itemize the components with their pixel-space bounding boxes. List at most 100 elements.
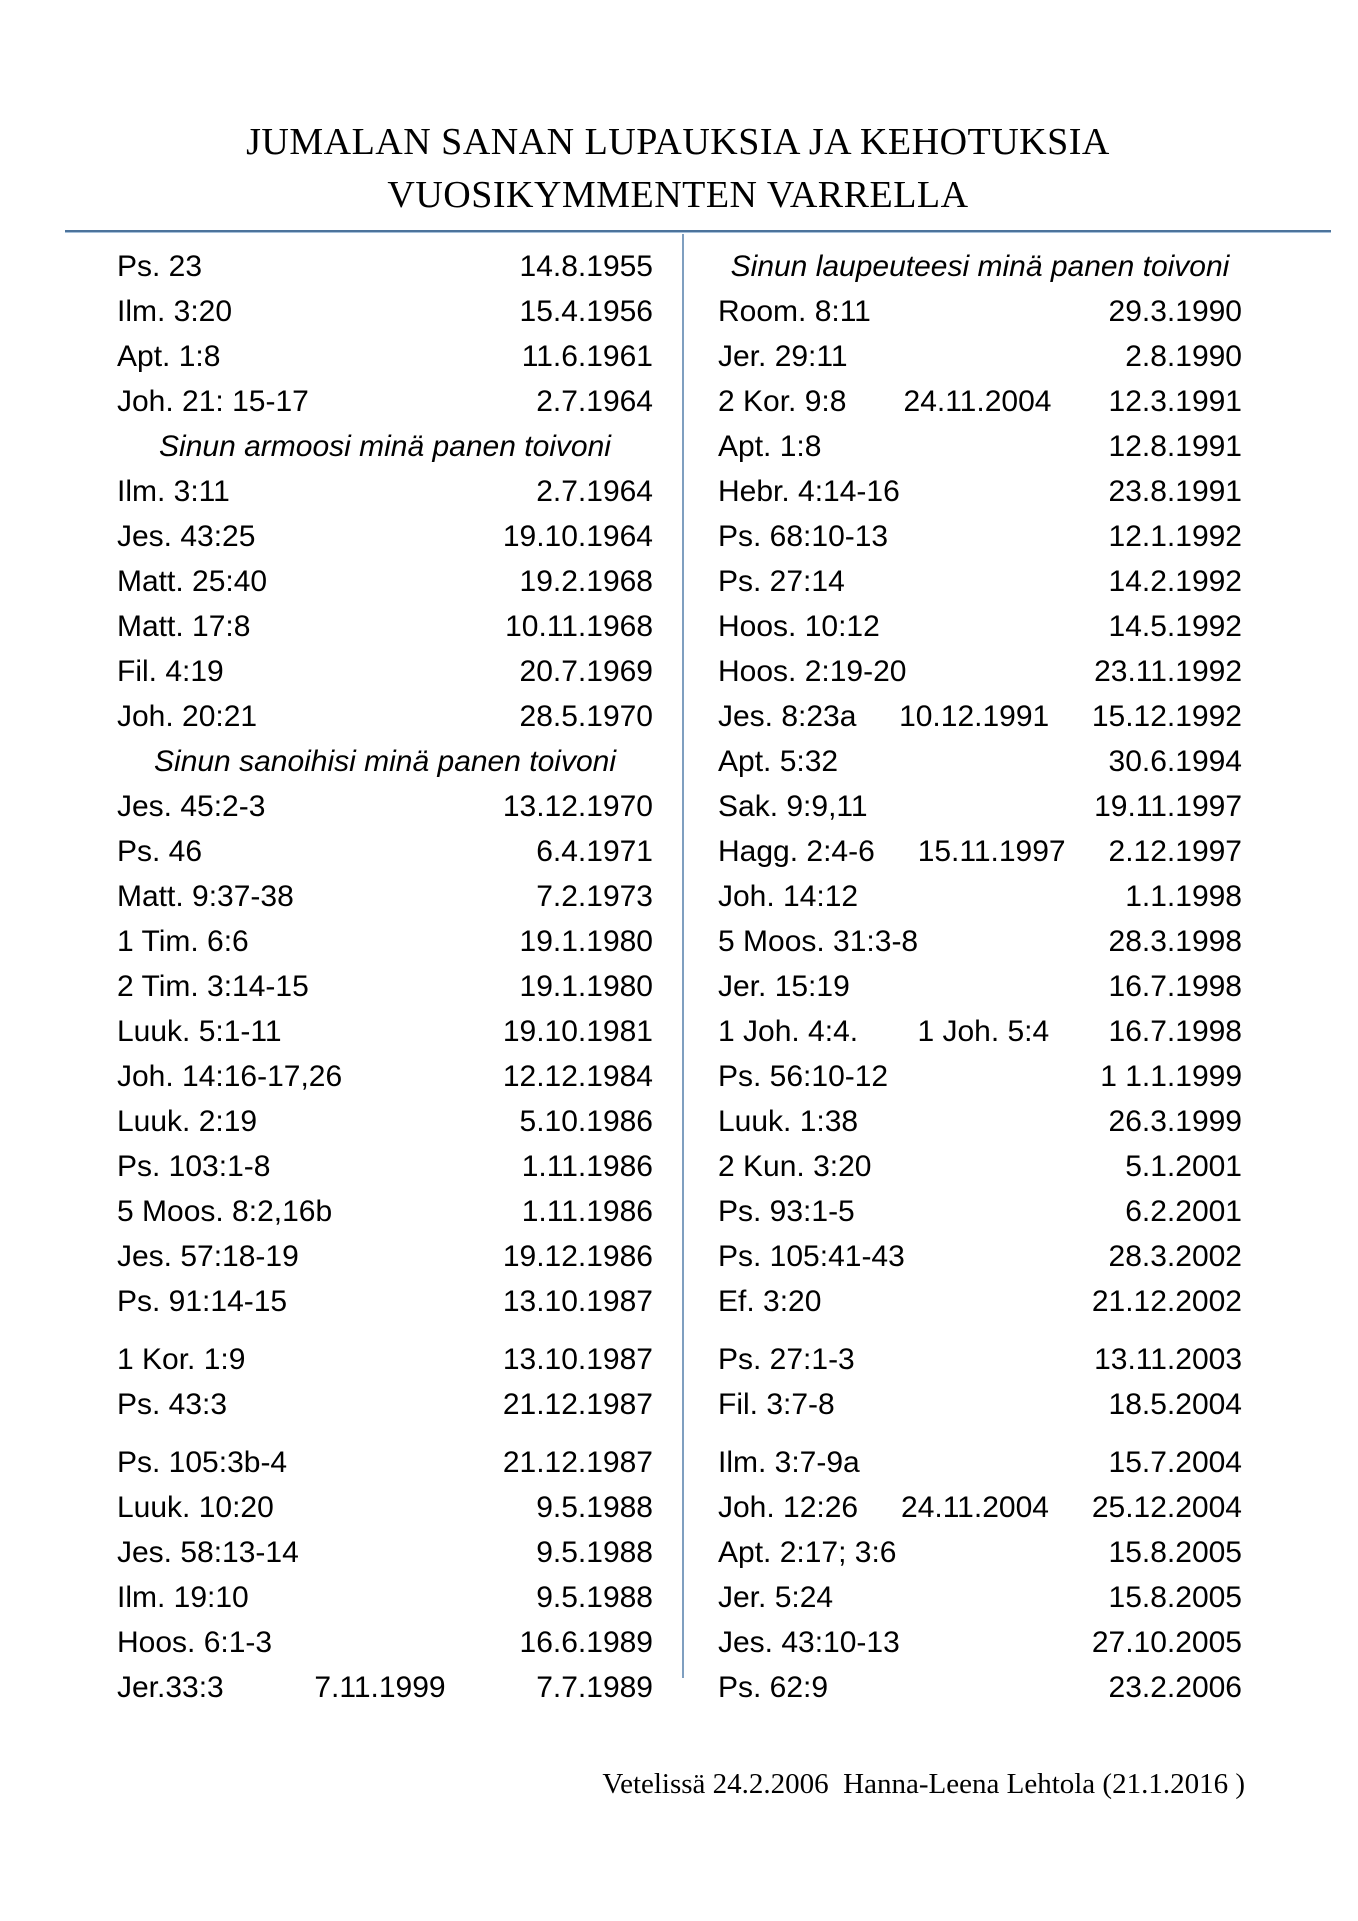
secondary-date	[821, 1279, 1091, 1324]
entry-date: 19.2.1968	[519, 565, 653, 598]
scripture-reference: Matt. 25:40	[117, 565, 268, 598]
entry-date: 13.11.2003	[1094, 1343, 1242, 1376]
entry-date: 16.6.1989	[519, 1626, 653, 1659]
secondary-date	[342, 1054, 503, 1099]
scripture-reference: 1 Joh. 4:4.	[718, 1015, 859, 1048]
secondary-date	[274, 1485, 536, 1530]
scripture-row: Ps. 93:1-5 6.2.2001	[718, 1189, 1242, 1234]
entry-date: 14.5.1992	[1108, 610, 1242, 643]
scripture-row: Joh. 14:12 1.1.1998	[718, 874, 1242, 919]
secondary-date	[255, 514, 502, 559]
scripture-row: Ilm. 3:11 2.7.1964	[117, 469, 653, 514]
document-content: JUMALAN SANAN LUPAUKSIA JA KEHOTUKSIA VU…	[65, 0, 1331, 1801]
scripture-reference: 1 Tim. 6:6	[117, 925, 249, 958]
scripture-row: Jes. 43:25 19.10.1964	[117, 514, 653, 559]
scripture-reference: Hoos. 6:1-3	[117, 1626, 273, 1659]
scripture-row: Jes. 57:18-19 19.12.1986	[117, 1234, 653, 1279]
scripture-row: 2 Kor. 9:8 24.11.2004 12.3.1991	[718, 379, 1242, 424]
scripture-row: Ilm. 3:7-9a 15.7.2004	[718, 1440, 1242, 1485]
secondary-date	[871, 289, 1109, 334]
secondary-date	[835, 1382, 1109, 1427]
entry-date: 21.12.1987	[502, 1388, 653, 1421]
scripture-row: Jes. 45:2-3 13.12.1970	[117, 784, 653, 829]
secondary-date	[309, 379, 536, 424]
scripture-reference: Jer. 15:19	[718, 970, 850, 1003]
scripture-reference: Ilm. 3:20	[117, 295, 233, 328]
entry-date: 12.1.1992	[1108, 520, 1242, 553]
scripture-row: Matt. 25:40 19.2.1968	[117, 559, 653, 604]
secondary-date	[257, 1099, 519, 1144]
secondary-date: 24.11.2004	[901, 1491, 1049, 1524]
scripture-reference: Sak. 9:9,11	[718, 790, 868, 823]
section-header-label: Sinun laupeuteesi minä panen toivoni	[730, 250, 1230, 283]
scripture-reference: Apt. 1:8	[718, 430, 822, 463]
scripture-row: Apt. 2:17; 3:6 15.8.2005	[718, 1530, 1242, 1575]
scripture-reference: Luuk. 1:38	[718, 1105, 859, 1138]
entry-date: 19.11.1997	[1094, 790, 1242, 823]
column-divider-line	[682, 234, 684, 1678]
scripture-row: 1 Joh. 4:4. 1 Joh. 5:4 16.7.1998	[718, 1009, 1242, 1054]
entry-date: 2.7.1964	[536, 385, 653, 418]
secondary-date	[257, 694, 519, 739]
entry-date: 14.8.1955	[519, 250, 653, 283]
scripture-reference: Luuk. 2:19	[117, 1105, 258, 1138]
scripture-row: Matt. 9:37-38 7.2.1973	[117, 874, 653, 919]
scripture-reference: 1 Kor. 1:9	[117, 1343, 246, 1376]
entry-date: 7.7.1989	[536, 1671, 653, 1704]
scripture-reference: Ilm. 19:10	[117, 1581, 249, 1614]
entry-date: 13.10.1987	[502, 1285, 653, 1318]
scripture-row: Ps. 103:1-8 1.11.1986	[117, 1144, 653, 1189]
scripture-row: Hagg. 2:4-6 15.11.1997 2.12.1997	[718, 829, 1242, 874]
scripture-reference: Joh. 21: 15-17	[117, 385, 309, 418]
document-title: JUMALAN SANAN LUPAUKSIA JA KEHOTUKSIA VU…	[65, 0, 1331, 222]
scripture-row: Luuk. 10:20 9.5.1988	[117, 1485, 653, 1530]
scripture-reference: Ps. 105:3b-4	[117, 1446, 288, 1479]
secondary-date	[249, 919, 520, 964]
entry-date: 21.12.1987	[502, 1446, 653, 1479]
secondary-date	[838, 739, 1108, 784]
scripture-row: Joh. 20:21 28.5.1970	[117, 694, 653, 739]
scripture-reference: Apt. 2:17; 3:6	[718, 1536, 897, 1569]
scripture-reference: Ps. 27:1-3	[718, 1343, 855, 1376]
scripture-reference: Ps. 91:14-15	[117, 1285, 288, 1318]
secondary-date	[888, 1054, 1100, 1099]
scripture-row: Jes. 43:10-13 27.10.2005	[718, 1620, 1242, 1665]
secondary-date	[848, 334, 1126, 379]
scripture-reference: 2 Kor. 9:8	[718, 385, 847, 418]
entry-date: 19.1.1980	[519, 925, 653, 958]
scripture-reference: Fil. 3:7-8	[718, 1388, 835, 1421]
secondary-date	[270, 1144, 521, 1189]
scripture-reference: Jes. 8:23a	[718, 700, 857, 733]
scripture-reference: Luuk. 10:20	[117, 1491, 274, 1524]
entry-date: 6.2.2001	[1125, 1195, 1242, 1228]
secondary-date	[249, 1575, 536, 1620]
scripture-reference: Joh. 20:21	[117, 700, 258, 733]
entry-date: 15.8.2005	[1108, 1581, 1242, 1614]
scripture-reference: Luuk. 5:1-11	[117, 1015, 282, 1048]
secondary-date	[828, 1665, 1108, 1710]
entry-date: 2.8.1990	[1125, 340, 1242, 373]
secondary-date	[845, 559, 1109, 604]
entry-date: 9.5.1988	[536, 1491, 653, 1524]
scripture-row: Ps. 68:10-13 12.1.1992	[718, 514, 1242, 559]
scripture-reference: Ef. 3:20	[718, 1285, 822, 1318]
scripture-reference: Jer. 5:24	[718, 1581, 834, 1614]
secondary-date	[202, 829, 536, 874]
scripture-reference: Ps. 43:3	[117, 1388, 228, 1421]
secondary-date: 15.11.1997	[917, 835, 1066, 868]
scripture-reference: Hebr. 4:14-16	[718, 475, 900, 508]
scripture-reference: Ps. 68:10-13	[718, 520, 889, 553]
scripture-row: Joh. 14:16-17,26 12.12.1984	[117, 1054, 653, 1099]
entry-date: 29.3.1990	[1108, 295, 1242, 328]
secondary-date	[265, 784, 502, 829]
entry-date: 28.3.2002	[1108, 1240, 1242, 1273]
entry-date: 9.5.1988	[536, 1536, 653, 1569]
secondary-date	[227, 1382, 503, 1427]
scripture-reference: Joh. 12:26	[718, 1491, 859, 1524]
secondary-date	[287, 1440, 503, 1485]
entry-date: 1 1.1.1999	[1100, 1060, 1242, 1093]
scripture-row: Joh. 12:26 24.11.2004 25.12.2004	[718, 1485, 1242, 1530]
scripture-reference: Jer. 29:11	[718, 340, 848, 373]
secondary-date	[232, 289, 519, 334]
scripture-row: Ps. 46 6.4.1971	[117, 829, 653, 874]
